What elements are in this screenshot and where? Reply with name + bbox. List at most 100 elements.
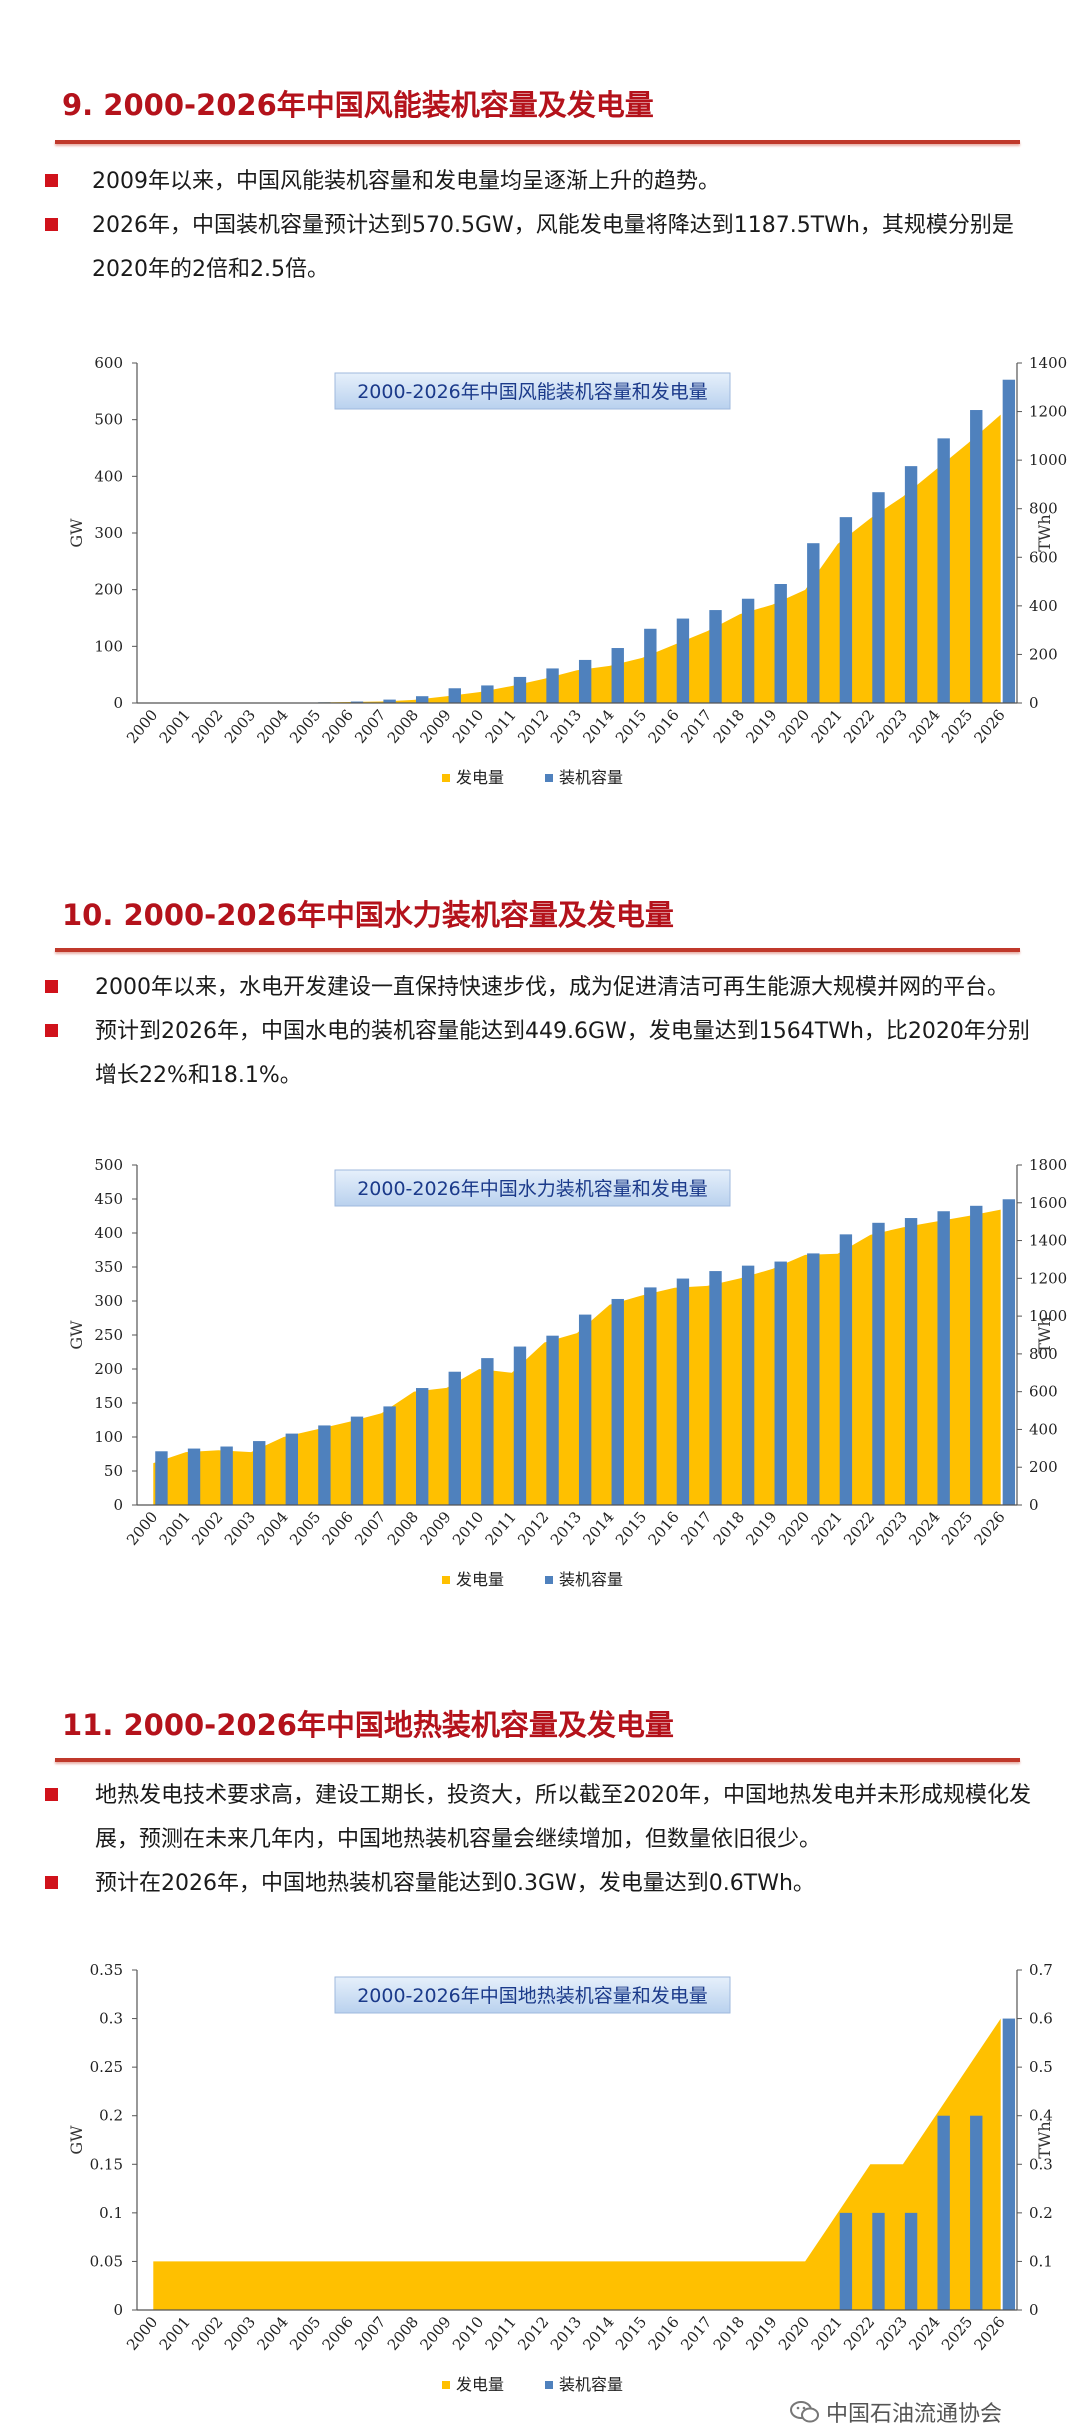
x-tick-label: 2003 (221, 1508, 259, 1549)
x-tick-label: 2002 (188, 2313, 226, 2354)
bar-2014 (612, 1299, 624, 1505)
bullet-list: 2009年以来，中国风能装机容量和发电量均呈逐渐上升的趋势。 2026年，中国装… (45, 160, 1035, 292)
x-tick-label: 2011 (482, 2313, 520, 2354)
x-tick-label: 2012 (514, 2313, 552, 2354)
section-title: 10. 2000-2026年中国水力装机容量及发电量 (62, 892, 674, 934)
bar-2022 (872, 2213, 884, 2310)
x-tick-label: 2013 (547, 2313, 585, 2354)
legend-swatch-bar (545, 774, 553, 782)
bar-2002 (220, 1447, 232, 1505)
right-tick-label: 1800 (1029, 1156, 1067, 1174)
bar-2026 (1003, 1199, 1015, 1505)
x-tick-label: 2020 (775, 1508, 813, 1549)
left-tick-label: 0 (113, 694, 123, 712)
bar-2013 (579, 660, 591, 703)
section-title: 9. 2000-2026年中国风能装机容量及发电量 (62, 82, 654, 124)
right-tick-label: 1600 (1029, 1194, 1067, 1212)
bar-2020 (807, 543, 819, 703)
x-tick-label: 2003 (221, 706, 259, 747)
bar-2021 (840, 2213, 852, 2310)
legend-label: 装机容量 (559, 2375, 623, 2394)
bullet-square-icon (45, 980, 58, 993)
x-tick-label: 2010 (449, 2313, 487, 2354)
bar-2015 (644, 1287, 656, 1505)
x-tick-label: 2026 (970, 2313, 1008, 2354)
x-tick-label: 2010 (449, 706, 487, 747)
left-tick-label: 600 (94, 354, 123, 372)
bullet-text: 预计到2026年，中国水电的装机容量能达到449.6GW，发电量达到1564TW… (95, 1019, 1030, 1088)
legend-label: 装机容量 (559, 1570, 623, 1589)
left-tick-label: 300 (94, 524, 123, 542)
x-tick-label: 2011 (482, 706, 520, 747)
bullet-item: 预计在2026年，中国地热装机容量能达到0.3GW，发电量达到0.6TWh。 (45, 1862, 1035, 1906)
x-tick-label: 2019 (742, 1508, 780, 1549)
bar-2022 (872, 1223, 884, 1505)
x-tick-label: 2002 (188, 706, 226, 747)
left-tick-label: 500 (94, 411, 123, 429)
left-tick-label: 50 (104, 1462, 123, 1480)
x-tick-label: 2000 (123, 1508, 161, 1549)
x-tick-label: 2014 (579, 706, 617, 747)
left-tick-label: 300 (94, 1292, 123, 1310)
right-tick-label: 0.2 (1029, 2204, 1053, 2222)
bar-2022 (872, 492, 884, 703)
bullet-text: 2009年以来，中国风能装机容量和发电量均呈逐渐上升的趋势。 (92, 169, 720, 194)
right-tick-label: 1000 (1029, 451, 1067, 469)
title-divider (55, 140, 1020, 144)
bar-2017 (709, 610, 721, 703)
bar-2025 (970, 2116, 982, 2310)
bar-2025 (970, 410, 982, 703)
bar-2023 (905, 466, 917, 703)
x-tick-label: 2012 (514, 1508, 552, 1549)
section-title: 11. 2000-2026年中国地热装机容量及发电量 (62, 1702, 674, 1744)
watermark: 中国石油流通协会 (790, 2396, 1002, 2430)
x-tick-label: 2002 (188, 1508, 226, 1549)
x-tick-label: 2022 (840, 706, 878, 747)
x-tick-label: 2016 (645, 706, 683, 747)
bullet-text: 2000年以来，水电开发建设一直保持快速步伐，成为促进清洁可再生能源大规模并网的… (95, 975, 1009, 1000)
y-axis-label: GW (67, 1320, 86, 1350)
left-tick-label: 0 (113, 1496, 123, 1514)
right-tick-label: 0.6 (1029, 2010, 1053, 2028)
x-tick-label: 2008 (384, 706, 422, 747)
bar-2010 (481, 1358, 493, 1505)
right-tick-label: 1200 (1029, 403, 1067, 421)
left-tick-label: 500 (94, 1156, 123, 1174)
right-tick-label: 0 (1029, 694, 1039, 712)
x-tick-label: 2007 (351, 706, 389, 747)
bullet-text: 地热发电技术要求高，建设工期长，投资大，所以截至2020年，中国地热发电并未形成… (95, 1783, 1031, 1852)
bar-2023 (905, 2213, 917, 2310)
bar-2023 (905, 1218, 917, 1505)
wechat-icon (790, 2400, 820, 2430)
x-tick-label: 2021 (807, 2313, 845, 2354)
x-tick-label: 2009 (416, 1508, 454, 1549)
x-tick-label: 2021 (807, 1508, 845, 1549)
bar-2024 (937, 2116, 949, 2310)
left-tick-label: 250 (94, 1326, 123, 1344)
bar-2006 (351, 1417, 363, 1505)
bullet-item: 地热发电技术要求高，建设工期长，投资大，所以截至2020年，中国地热发电并未形成… (45, 1774, 1035, 1862)
bullet-square-icon (45, 1876, 58, 1889)
x-tick-label: 2017 (677, 2313, 715, 2354)
x-tick-label: 2023 (873, 1508, 911, 1549)
right-tick-label: 600 (1029, 1383, 1058, 1401)
x-tick-label: 2022 (840, 1508, 878, 1549)
chart-title: 2000-2026年中国地热装机容量和发电量 (357, 1985, 708, 2007)
bar-2004 (286, 1434, 298, 1505)
bullet-square-icon (45, 1788, 58, 1801)
right-tick-label: 1400 (1029, 1232, 1067, 1250)
legend-swatch-bar (545, 1576, 553, 1584)
left-tick-label: 200 (94, 581, 123, 599)
x-tick-label: 2004 (253, 1508, 291, 1549)
left-tick-label: 0.3 (99, 2010, 123, 2028)
x-tick-label: 2016 (645, 1508, 683, 1549)
bullet-list: 地热发电技术要求高，建设工期长，投资大，所以截至2020年，中国地热发电并未形成… (45, 1774, 1035, 1906)
chart-svg: 0501001502002503003504004505000200400600… (0, 1155, 1080, 1615)
y-axis-label: GW (67, 518, 86, 548)
right-tick-label: 0.5 (1029, 2058, 1053, 2076)
y2-axis-label: TWh (1035, 514, 1054, 551)
x-tick-label: 2022 (840, 2313, 878, 2354)
title-divider (55, 1758, 1020, 1762)
bar-2000 (155, 1451, 167, 1505)
